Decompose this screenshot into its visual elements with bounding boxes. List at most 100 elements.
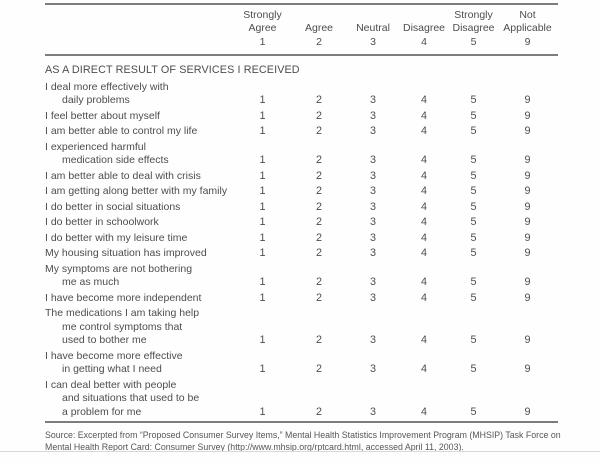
column-header-label: Neutral (356, 22, 390, 34)
question-row: I do better in social situations 1 2 3 4… (45, 201, 558, 215)
answer-option-5: 5 (470, 94, 477, 106)
question-label: My housing situation has improved (45, 247, 207, 259)
question-label: I do better with my leisure time (45, 231, 188, 244)
question-row: I have become more effective in getting … (45, 350, 558, 377)
column-header-label: Agree (304, 22, 334, 34)
answer-option-9: 9 (524, 276, 531, 288)
question-row: I am better able to control my life 1 2 … (45, 125, 558, 139)
answer-option-2: 2 (315, 276, 322, 288)
answer-option-2: 2 (315, 109, 322, 122)
answer-option-2: 2 (315, 363, 322, 375)
column-header-value: 1 (259, 36, 266, 48)
answer-option-4: 4 (420, 94, 427, 106)
answer-option-4: 4 (420, 216, 427, 228)
answer-option-2: 2 (315, 125, 322, 137)
answer-option-9: 9 (524, 363, 531, 375)
source-note: Source: Excerpted from “Proposed Consume… (45, 429, 561, 453)
answer-option-9: 9 (524, 200, 531, 213)
answer-option-3: 3 (369, 216, 376, 228)
answer-option-3: 3 (369, 363, 376, 375)
answer-option-3: 3 (369, 291, 376, 304)
answer-option-2: 2 (315, 334, 322, 346)
answer-option-5: 5 (470, 291, 477, 304)
answer-option-4: 4 (420, 125, 427, 137)
answer-option-5: 5 (470, 334, 477, 346)
question-row: I feel better about myself 1 2 3 4 5 9 (45, 110, 558, 124)
answer-option-9: 9 (524, 94, 531, 106)
answer-option-2: 2 (315, 231, 322, 244)
answer-option-1: 1 (259, 276, 266, 288)
question-label: I am better able to control my life (45, 125, 198, 137)
column-header-not-applicable: Not Applicable 9 (497, 9, 558, 49)
header-divider-rule (45, 54, 558, 56)
question-label: The medications I am taking help me cont… (45, 307, 200, 346)
column-header-label: Strongly Disagree (452, 9, 495, 34)
answer-option-2: 2 (315, 94, 322, 106)
question-rows: I deal more effectively with daily probl… (45, 81, 558, 420)
answer-option-5: 5 (470, 109, 477, 122)
answer-option-4: 4 (420, 185, 427, 197)
column-header-label: Disagree (402, 22, 446, 34)
question-row: I do better in schoolwork 1 2 3 4 5 9 (45, 216, 558, 230)
answer-option-5: 5 (470, 216, 477, 228)
answer-option-4: 4 (420, 247, 427, 259)
answer-option-4: 4 (420, 200, 427, 213)
answer-option-1: 1 (259, 109, 266, 122)
answer-option-5: 5 (470, 231, 477, 244)
answer-option-9: 9 (524, 154, 531, 166)
column-header-value: 4 (421, 36, 427, 48)
answer-option-4: 4 (420, 291, 427, 304)
question-label: I have become more independent (45, 291, 202, 304)
answer-option-2: 2 (315, 291, 322, 304)
answer-option-4: 4 (420, 405, 427, 418)
answer-option-4: 4 (420, 109, 427, 122)
answer-option-5: 5 (470, 185, 477, 197)
column-header-strongly-agree: Strongly Agree 1 (235, 9, 290, 49)
column-header-label: Strongly Agree (243, 9, 282, 34)
question-row: I experienced harmful medication side ef… (45, 141, 558, 168)
question-label: I can deal better with people and situat… (45, 378, 200, 418)
answer-option-2: 2 (315, 154, 322, 166)
answer-option-3: 3 (369, 154, 376, 166)
answer-option-3: 3 (369, 94, 376, 106)
answer-option-1: 1 (259, 154, 266, 166)
question-label: I am better able to deal with crisis (45, 169, 201, 182)
answer-option-3: 3 (369, 405, 376, 418)
question-row: The medications I am taking help me cont… (45, 307, 558, 348)
answer-option-9: 9 (524, 169, 531, 182)
answer-option-5: 5 (470, 169, 477, 182)
question-label: I have become more effective in getting … (45, 349, 183, 376)
survey-table: Strongly Agree 1 Agree 2 Neutral 3 Disag… (45, 3, 561, 454)
answer-option-2: 2 (315, 216, 322, 228)
question-label: I feel better about myself (45, 109, 160, 122)
answer-option-3: 3 (369, 185, 376, 197)
answer-option-3: 3 (369, 276, 376, 288)
answer-option-1: 1 (259, 94, 266, 106)
answer-option-1: 1 (259, 363, 266, 375)
section-header: AS A DIRECT RESULT OF SERVICES I RECEIVE… (45, 63, 300, 76)
answer-option-9: 9 (524, 109, 531, 122)
question-row: I have become more independent 1 2 3 4 5… (45, 292, 558, 306)
question-label: I do better in schoolwork (45, 216, 159, 228)
answer-option-1: 1 (259, 216, 266, 228)
answer-option-9: 9 (524, 185, 531, 197)
column-header-label: Not Applicable (503, 9, 552, 34)
column-header-value: 3 (370, 36, 376, 48)
question-row: I can deal better with people and situat… (45, 379, 558, 420)
column-header-neutral: Neutral 3 (348, 22, 398, 49)
answer-option-1: 1 (259, 200, 266, 213)
column-header-agree: Agree 2 (290, 22, 348, 49)
answer-option-1: 1 (259, 405, 266, 418)
answer-option-1: 1 (259, 125, 266, 137)
answer-option-5: 5 (470, 200, 477, 213)
question-row: I am better able to deal with crisis 1 2… (45, 170, 558, 184)
answer-option-2: 2 (315, 405, 322, 418)
table-header-row: Strongly Agree 1 Agree 2 Neutral 3 Disag… (45, 5, 558, 54)
answer-option-3: 3 (369, 334, 376, 346)
answer-option-4: 4 (420, 231, 427, 244)
answer-option-3: 3 (369, 125, 376, 137)
question-label: I do better in social situations (45, 200, 181, 213)
answer-option-5: 5 (470, 405, 477, 418)
answer-option-9: 9 (524, 334, 531, 346)
